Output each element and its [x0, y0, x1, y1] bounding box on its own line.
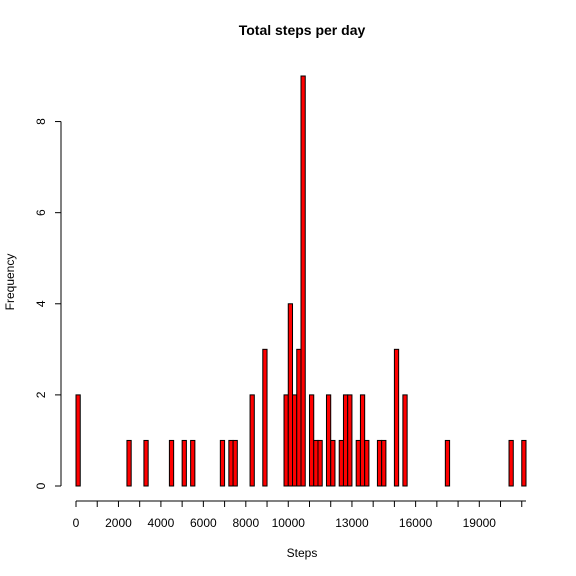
y-axis: 0 2 4 6 8 [34, 118, 62, 489]
x-tick-label: 4000 [148, 516, 175, 530]
y-tick-label: 0 [34, 482, 48, 489]
histogram-bar [228, 439, 234, 487]
chart-title: Total steps per day [239, 22, 366, 38]
histogram-bar [249, 394, 255, 487]
histogram-bar [168, 439, 175, 487]
bars-group [75, 75, 527, 487]
x-axis: 0 2000 4000 6000 8000 10000 13000 16000 19000 [73, 500, 526, 530]
histogram-bar [296, 348, 302, 487]
y-tick-label: 2 [34, 391, 48, 398]
histogram-bar [313, 439, 319, 487]
y-axis-label: Frequency [3, 254, 17, 311]
histogram-bar [181, 439, 187, 487]
histogram-bar [347, 394, 353, 487]
x-tick-label: 6000 [190, 516, 217, 530]
histogram-bar [283, 394, 289, 487]
y-tick-label: 4 [34, 300, 48, 307]
histogram-bar [232, 439, 238, 487]
histogram-bar [355, 439, 361, 487]
x-tick-label: 16000 [399, 516, 433, 530]
x-tick-label: 10000 [272, 516, 306, 530]
histogram-bar [219, 439, 226, 487]
histogram-bar [317, 439, 323, 487]
histogram-bar [190, 439, 196, 487]
x-tick-label: 2000 [105, 516, 132, 530]
histogram-bar [287, 303, 294, 487]
histogram-bar [359, 394, 366, 487]
histogram-bar [330, 439, 336, 487]
histogram-bar [521, 439, 527, 487]
histogram-bar [393, 348, 400, 487]
histogram-bar [126, 439, 132, 487]
y-tick-label: 6 [34, 209, 48, 216]
histogram-bar [402, 394, 408, 487]
histogram-bar [342, 394, 349, 487]
x-tick-label: 8000 [232, 516, 259, 530]
histogram-bar [300, 75, 306, 487]
histogram-bar [75, 394, 81, 487]
histogram-bar [376, 439, 383, 487]
histogram-bar [143, 439, 149, 487]
x-tick-label: 0 [73, 516, 80, 530]
histogram-bar [364, 439, 370, 487]
histogram-bar [325, 394, 332, 487]
histogram-bar [308, 394, 315, 487]
histogram-bar [381, 439, 387, 487]
x-tick-label: 19000 [463, 516, 497, 530]
histogram-bar [338, 439, 344, 487]
histogram-bar [444, 439, 451, 487]
histogram-bar [262, 348, 268, 487]
histogram-bar [292, 394, 298, 487]
x-axis-label: Steps [287, 546, 318, 560]
histogram-bar [508, 439, 514, 487]
x-tick-label: 13000 [335, 516, 369, 530]
y-tick-label: 8 [34, 118, 48, 125]
